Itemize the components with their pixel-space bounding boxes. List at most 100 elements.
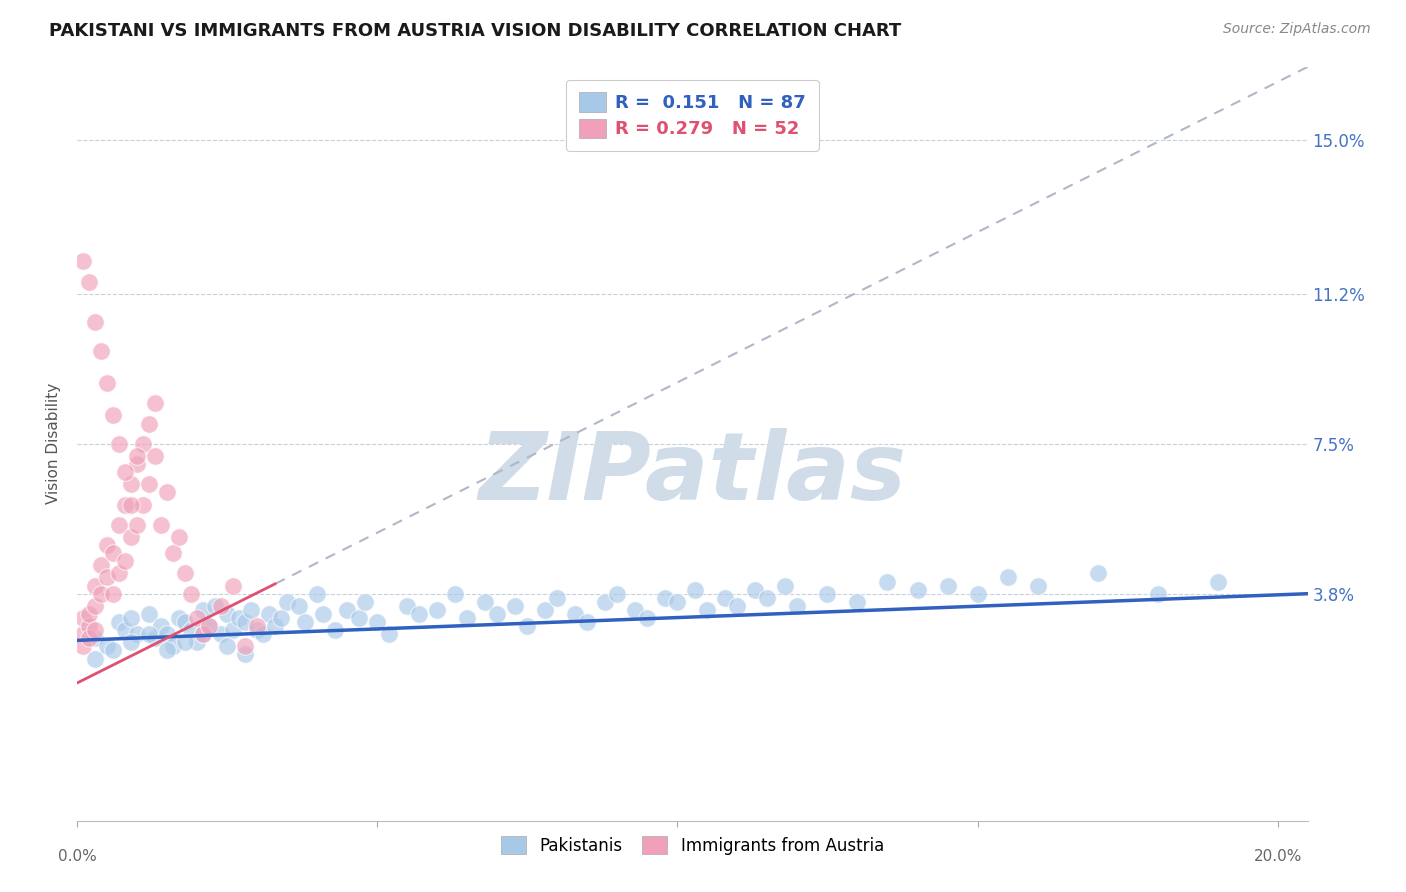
Point	[817, 587, 839, 601]
Point	[505, 599, 527, 613]
Point	[79, 275, 101, 289]
Point	[138, 607, 160, 621]
Point	[90, 558, 112, 573]
Point	[270, 611, 292, 625]
Point	[120, 530, 142, 544]
Point	[997, 570, 1019, 584]
Point	[132, 498, 155, 512]
Point	[366, 615, 388, 629]
Point	[156, 485, 179, 500]
Point	[606, 587, 628, 601]
Point	[96, 376, 118, 390]
Point	[150, 619, 173, 633]
Point	[193, 603, 215, 617]
Point	[143, 632, 166, 646]
Point	[72, 611, 94, 625]
Point	[162, 546, 184, 560]
Point	[120, 477, 142, 491]
Point	[564, 607, 586, 621]
Point	[108, 566, 131, 581]
Point	[307, 587, 329, 601]
Point	[235, 648, 257, 662]
Point	[966, 587, 988, 601]
Point	[534, 603, 557, 617]
Point	[516, 619, 538, 633]
Point	[1087, 566, 1109, 581]
Legend: Pakistanis, Immigrants from Austria: Pakistanis, Immigrants from Austria	[495, 830, 890, 862]
Point	[240, 603, 263, 617]
Point	[222, 579, 245, 593]
Point	[294, 615, 316, 629]
Point	[72, 640, 94, 654]
Point	[312, 607, 335, 621]
Point	[264, 619, 287, 633]
Point	[127, 517, 149, 532]
Point	[744, 582, 766, 597]
Point	[96, 570, 118, 584]
Point	[209, 627, 232, 641]
Point	[228, 611, 250, 625]
Point	[756, 591, 779, 605]
Point	[132, 437, 155, 451]
Point	[349, 611, 371, 625]
Point	[127, 627, 149, 641]
Y-axis label: Vision Disability: Vision Disability	[46, 384, 62, 504]
Point	[103, 409, 125, 423]
Point	[169, 530, 191, 544]
Point	[408, 607, 430, 621]
Point	[907, 582, 929, 597]
Point	[174, 635, 197, 649]
Point	[103, 546, 125, 560]
Point	[169, 611, 191, 625]
Point	[193, 627, 215, 641]
Point	[127, 449, 149, 463]
Point	[193, 627, 215, 641]
Point	[138, 417, 160, 431]
Point	[114, 465, 136, 479]
Point	[156, 627, 179, 641]
Point	[84, 651, 107, 665]
Point	[84, 579, 107, 593]
Point	[276, 595, 298, 609]
Point	[209, 599, 232, 613]
Point	[180, 623, 202, 637]
Point	[595, 595, 617, 609]
Point	[96, 538, 118, 552]
Point	[108, 437, 131, 451]
Point	[186, 635, 208, 649]
Point	[1206, 574, 1229, 589]
Point	[727, 599, 749, 613]
Point	[1026, 579, 1049, 593]
Point	[156, 643, 179, 657]
Point	[546, 591, 568, 605]
Point	[198, 619, 221, 633]
Point	[162, 640, 184, 654]
Point	[120, 635, 142, 649]
Point	[174, 566, 197, 581]
Point	[1146, 587, 1168, 601]
Point	[426, 603, 449, 617]
Point	[84, 623, 107, 637]
Point	[336, 603, 359, 617]
Text: PAKISTANI VS IMMIGRANTS FROM AUSTRIA VISION DISABILITY CORRELATION CHART: PAKISTANI VS IMMIGRANTS FROM AUSTRIA VIS…	[49, 22, 901, 40]
Point	[396, 599, 419, 613]
Point	[186, 611, 208, 625]
Text: ZIPatlas: ZIPatlas	[478, 428, 907, 520]
Point	[235, 640, 257, 654]
Point	[936, 579, 959, 593]
Point	[246, 619, 269, 633]
Point	[846, 595, 869, 609]
Text: 20.0%: 20.0%	[1253, 849, 1302, 864]
Point	[378, 627, 401, 641]
Point	[120, 498, 142, 512]
Point	[90, 587, 112, 601]
Point	[204, 599, 226, 613]
Point	[246, 623, 269, 637]
Point	[325, 623, 347, 637]
Point	[127, 457, 149, 471]
Text: Source: ZipAtlas.com: Source: ZipAtlas.com	[1223, 22, 1371, 37]
Point	[252, 627, 274, 641]
Point	[217, 607, 239, 621]
Point	[120, 611, 142, 625]
Point	[576, 615, 599, 629]
